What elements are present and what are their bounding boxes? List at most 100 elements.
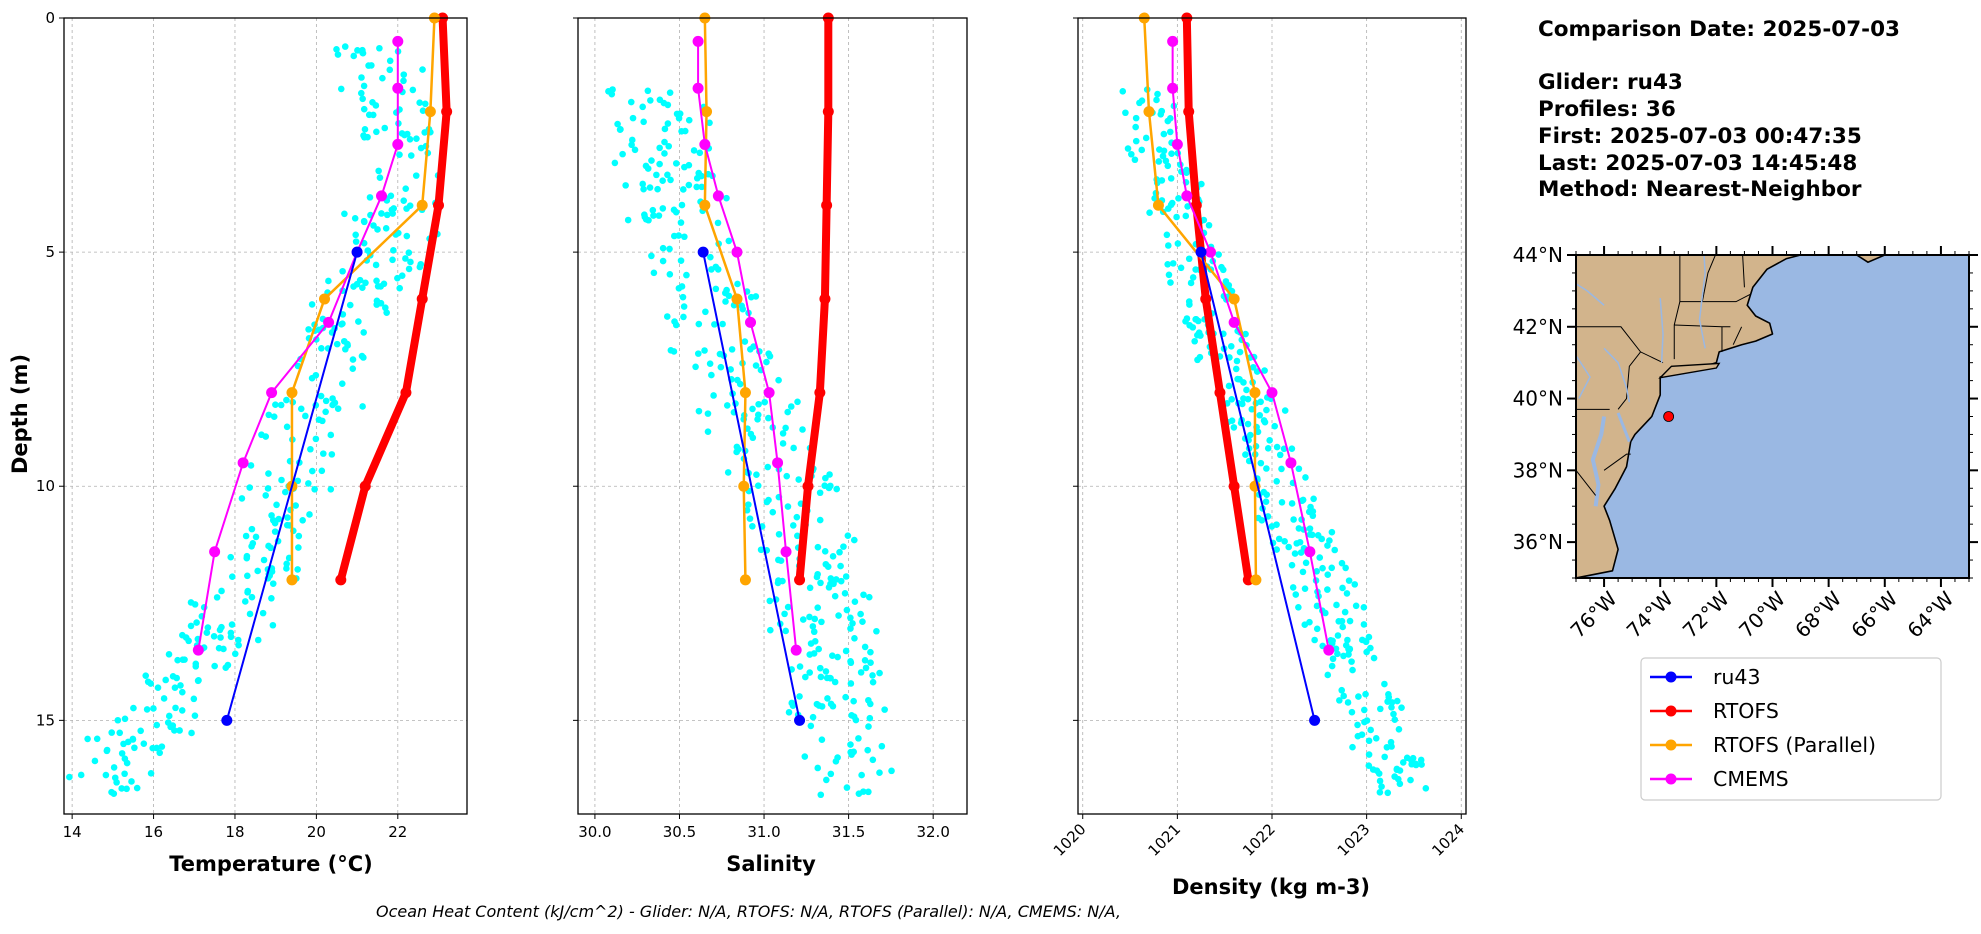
scatter-point [1228,395,1236,403]
scatter-point [690,147,698,154]
scatter-point [1273,477,1280,485]
scatter-point [1234,375,1241,383]
scatter-point [826,471,833,478]
scatter-point [666,270,674,278]
scatter-point [1333,601,1340,609]
scatter-point [680,313,687,321]
scatter-point [350,52,358,60]
scatter-point [847,614,854,622]
scatter-point [1378,783,1385,790]
map-land-nova-scotia [1855,255,1886,264]
scatter-point [851,635,858,642]
scatter-point [294,566,301,573]
scatter-point [825,484,833,492]
scatter-point [244,572,251,580]
scatter-point [1263,465,1270,472]
scatter-point [840,543,847,550]
scatter-point [252,533,260,541]
scatter-point [108,729,116,736]
scatter-point [1288,500,1296,507]
map-state-border [1576,326,1664,364]
scatter-point [110,764,118,771]
scatter-point [624,216,632,224]
scatter-point [1346,617,1354,625]
scatter-point [865,593,873,601]
map-lat-label: 40°N [1513,387,1563,411]
scatter-point [750,343,757,350]
scatter-point [340,337,348,345]
scatter-point [1271,422,1279,430]
scatter-point [358,74,365,81]
scatter-point [364,247,372,254]
scatter-point [213,594,221,601]
map-long-island [1658,362,1721,379]
map-lon-label: 74°W [1622,586,1678,642]
scatter-point [283,560,290,568]
scatter-point [695,407,703,415]
series-point-cmems [699,138,711,150]
scatter-point [231,650,239,658]
scatter-point [816,664,824,672]
scatter-point [1132,137,1140,145]
series-point-rtofs-parallel [701,106,713,118]
scatter-point [811,615,819,623]
series-point-rtofs-parallel [424,106,436,118]
series-point-rtofs [433,199,445,211]
scatter-point [725,237,733,245]
scatter-point [366,194,374,201]
scatter-point [639,180,646,188]
legend-label-rtofs: RTOFS [1713,699,1779,723]
scatter-point [614,120,621,128]
scatter-point [359,49,367,57]
scatter-point [355,318,362,325]
scatter-point [1119,88,1127,95]
x-tick-label: 1021 [1144,820,1184,860]
scatter-point [381,124,389,132]
scatter-point [785,709,793,716]
scatter-point [648,252,655,260]
scatter-point [1407,776,1414,784]
scatter-point [706,360,714,368]
scatter-point [629,114,637,122]
scatter-point [147,680,154,687]
scatter-point [308,301,316,308]
map-delaware-bay [1616,412,1631,443]
x-tick-label: 14 [63,823,82,841]
scatter-point [160,695,168,702]
scatter-point [305,480,312,487]
series-point-cmems [192,644,204,656]
scatter-point [1281,538,1288,545]
scatter-point [784,603,792,611]
map-land [1576,255,1802,578]
scatter-point [667,176,674,184]
series-point-rtofs [416,293,428,305]
scatter-point [283,565,290,572]
scatter-point [382,304,389,312]
scatter-point [1302,559,1310,567]
scatter-point [847,741,854,748]
scatter-point [810,650,818,657]
scatter-point [1355,693,1362,700]
scatter-point [103,746,111,754]
scatter-point [1165,271,1173,279]
scatter-point [650,269,658,277]
y-tick-label: 5 [45,243,55,261]
scatter-point [1187,279,1195,287]
scatter-point [171,727,178,734]
scatter-point [867,659,874,666]
scatter-point [815,645,822,653]
scatter-point [1363,717,1371,724]
scatter-point [833,485,840,493]
scatter-point [1257,459,1265,467]
scatter-point [1159,152,1167,160]
scatter-point [346,301,354,309]
map-lon-label: 72°W [1678,586,1734,642]
map-state-border [1617,351,1641,410]
series-point-rtofs [822,106,834,118]
scatter-point [1362,637,1370,645]
scatter-point [842,647,850,655]
scatter-point [1339,623,1347,631]
series-point-cmems [392,138,404,150]
scatter-point [277,401,285,409]
scatter-point [1157,111,1165,118]
